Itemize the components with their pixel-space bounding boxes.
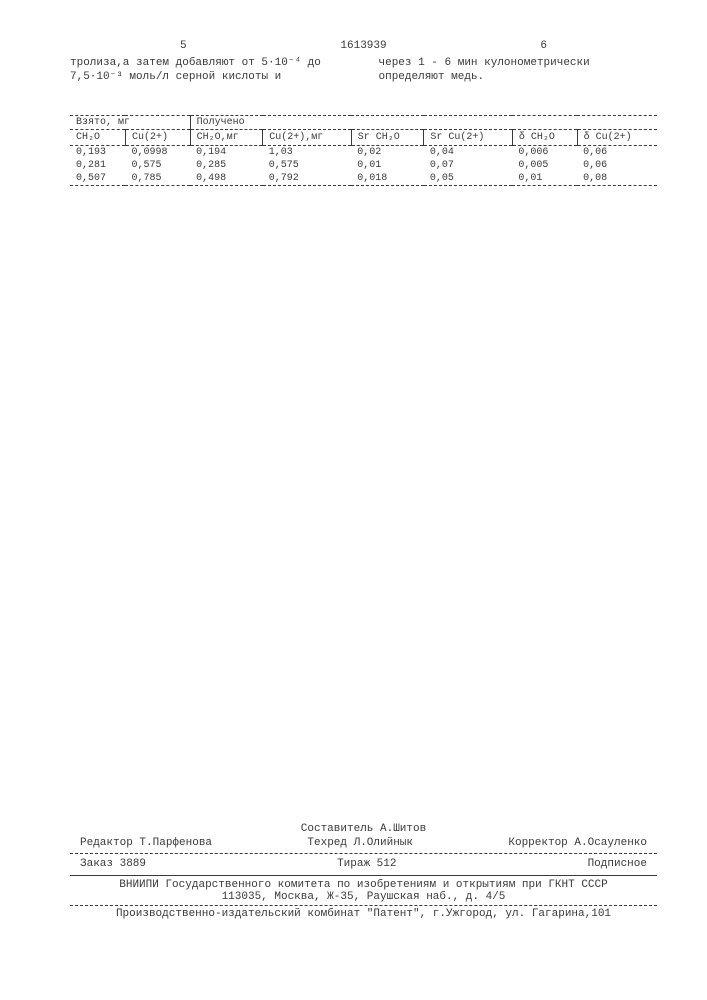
document-number: 1613939 <box>340 40 386 52</box>
col-h-delta-cu: δ Cu(2+) <box>577 129 657 145</box>
footer-compiler: Составитель А.Шитов <box>70 823 657 835</box>
col-h-cu-obt: Cu(2+),мг <box>263 129 351 145</box>
col-h-ch2o-obt: CH₂O,мг <box>190 129 263 145</box>
footer-block: Составитель А.Шитов Редактор Т.Парфенова… <box>70 823 657 920</box>
col-h-sr-cu: Sr Cu(2+) <box>424 129 512 145</box>
group-header-taken: Взято, мг <box>70 115 190 129</box>
table-row: 0,281 0,575 0,285 0,575 0,01 0,07 0,005 … <box>70 159 657 172</box>
table-row: 0,507 0,785 0,498 0,792 0,018 0,05 0,01 … <box>70 172 657 186</box>
col-num-right: 6 <box>540 40 547 52</box>
col-h-delta-ch2o: δ CH₂O <box>512 129 577 145</box>
col-h-cu-taken: Cu(2+) <box>125 129 190 145</box>
left-column-text: тролиза,а затем добавляют от 5·10⁻⁴ до 7… <box>70 56 349 85</box>
right-column-text: через 1 - 6 мин кулонометрически определ… <box>379 56 658 85</box>
footer-subscription: Подписное <box>588 858 647 870</box>
col-num-left: 5 <box>180 40 187 52</box>
footer-address: 113035, Москва, Ж-35, Раушская наб., д. … <box>70 891 657 903</box>
col-h-sr-ch2o: Sr CH₂O <box>351 129 424 145</box>
group-header-obtained: Получено <box>190 115 657 129</box>
footer-tirazh: Тираж 512 <box>337 858 396 870</box>
footer-org: ВНИИПИ Государственного комитета по изоб… <box>70 879 657 891</box>
col-h-ch2o-taken: CH₂O <box>70 129 125 145</box>
table-row: 0,193 0,0998 0,194 1,03 0,02 0,04 0,006 … <box>70 145 657 159</box>
footer-publisher: Производственно-издательский комбинат "П… <box>70 908 657 920</box>
footer-editor: Редактор Т.Парфенова <box>80 837 212 849</box>
footer-order: Заказ 3889 <box>80 858 146 870</box>
footer-corrector: Корректор А.Осауленко <box>508 837 647 849</box>
footer-tech: Техред Л.Олийнык <box>307 837 413 849</box>
results-table: Взято, мг Получено CH₂O Cu(2+) CH₂O,мг C… <box>70 115 657 186</box>
